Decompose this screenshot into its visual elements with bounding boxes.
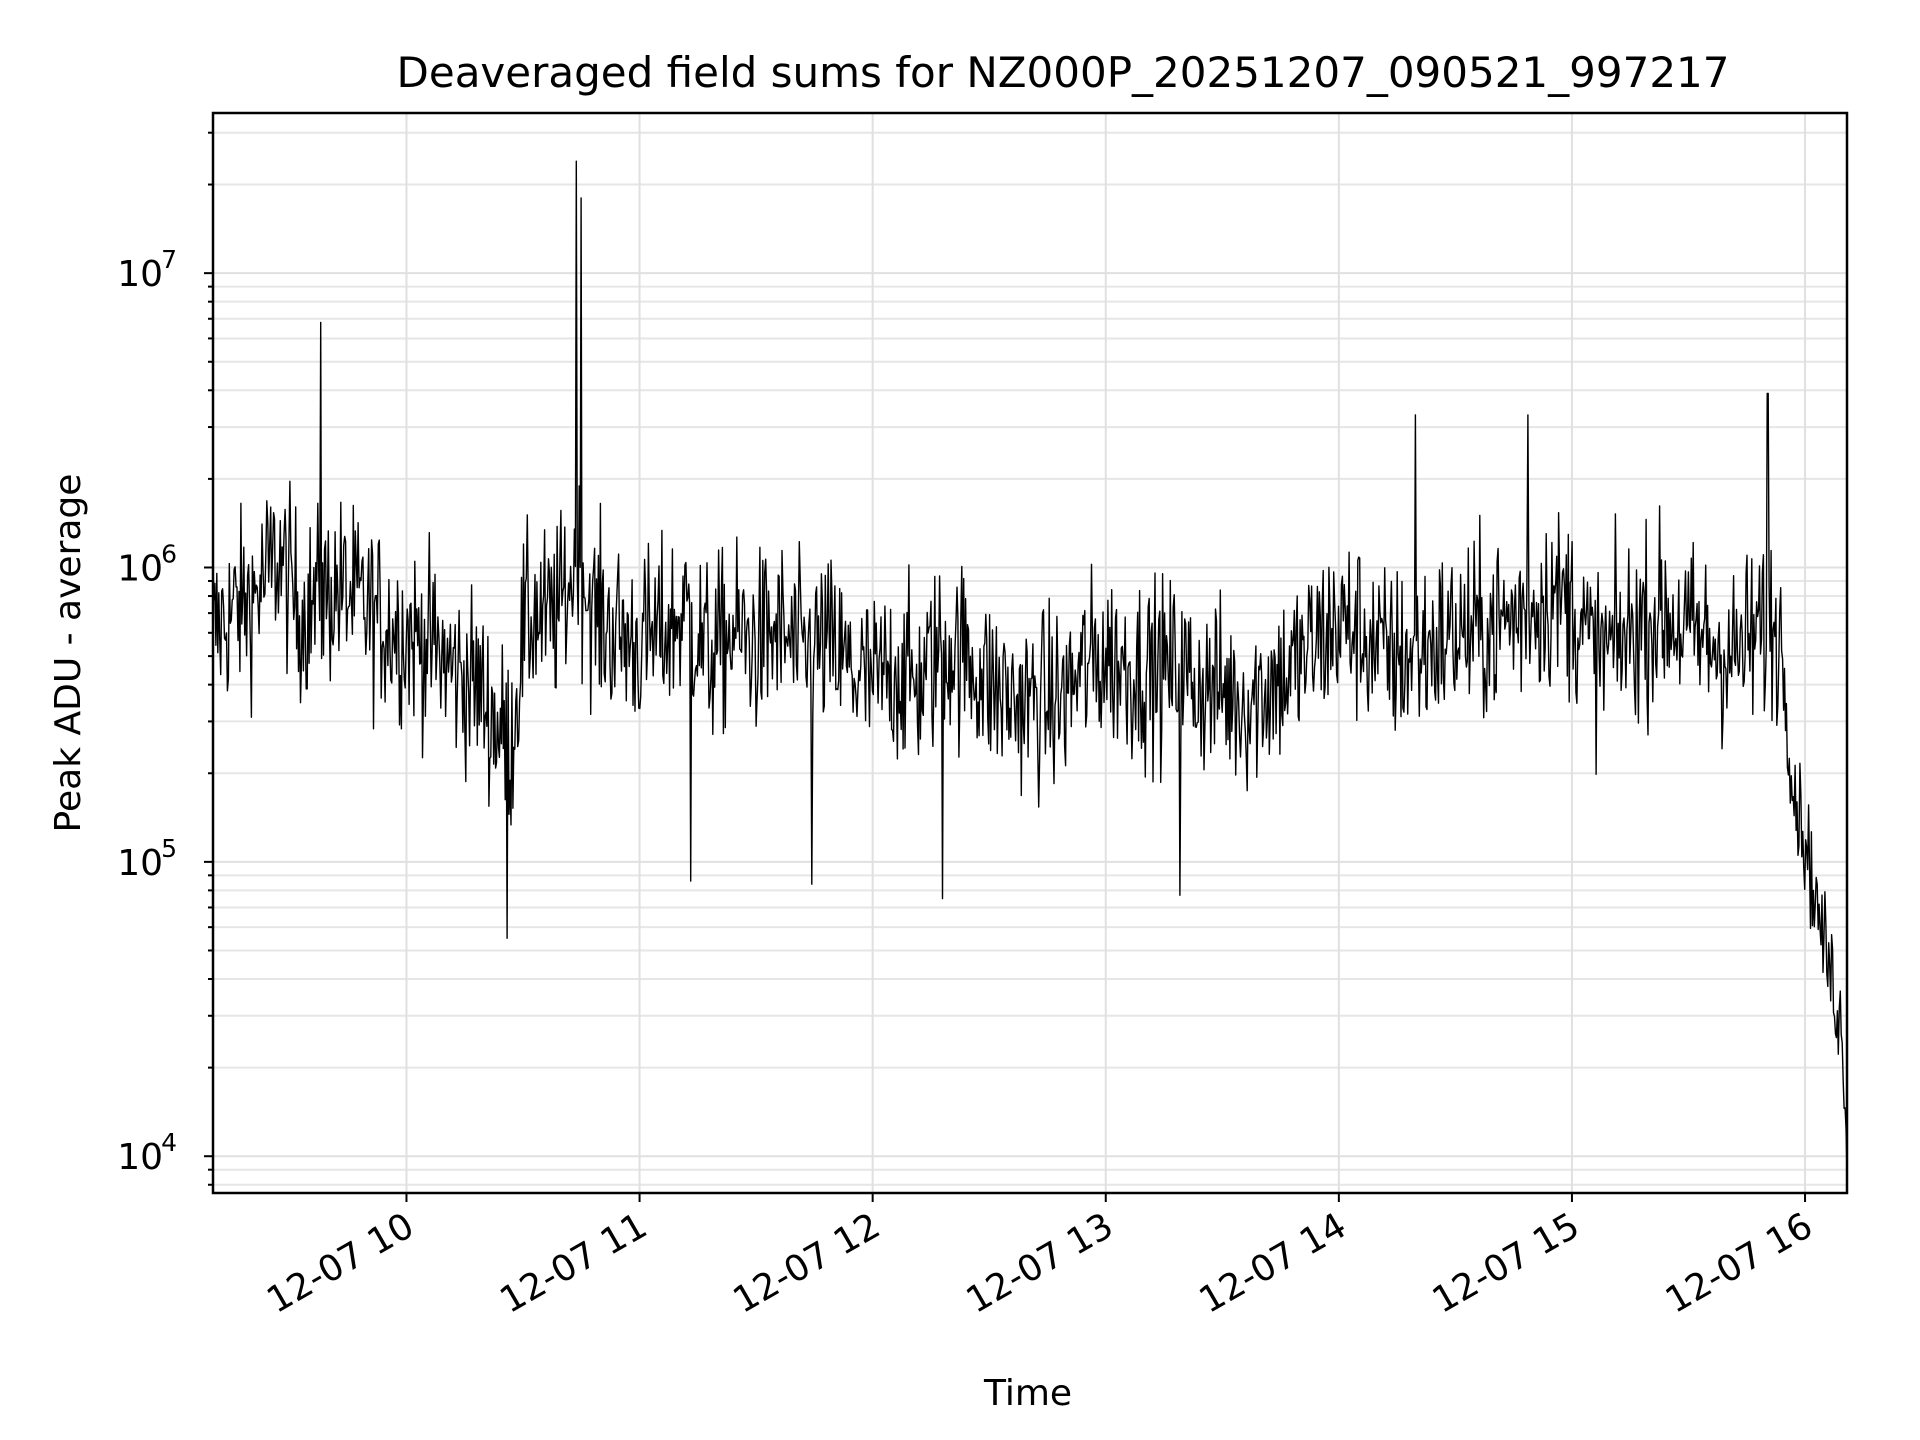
y-tick-exponent: 7 xyxy=(161,245,177,274)
chart-title: Deaveraged field sums for NZ000P_2025120… xyxy=(397,48,1730,97)
y-tick-label: 10 xyxy=(117,1137,163,1178)
grid xyxy=(213,113,1847,1193)
y-tick-exponent: 6 xyxy=(161,540,177,569)
y-axis-label: Peak ADU - average xyxy=(48,474,89,833)
y-tick-label: 10 xyxy=(117,843,163,884)
x-axis-label: Time xyxy=(983,1373,1072,1414)
y-tick-label: 10 xyxy=(117,254,163,295)
series-layer xyxy=(212,160,1848,1171)
plot-frame xyxy=(211,111,1849,1195)
series-line-field-sums xyxy=(212,160,1848,1171)
y-tick-exponent: 5 xyxy=(161,834,177,863)
axis-ticks xyxy=(204,131,1807,1202)
y-tick-exponent: 4 xyxy=(161,1128,177,1157)
y-tick-label: 10 xyxy=(117,549,163,590)
